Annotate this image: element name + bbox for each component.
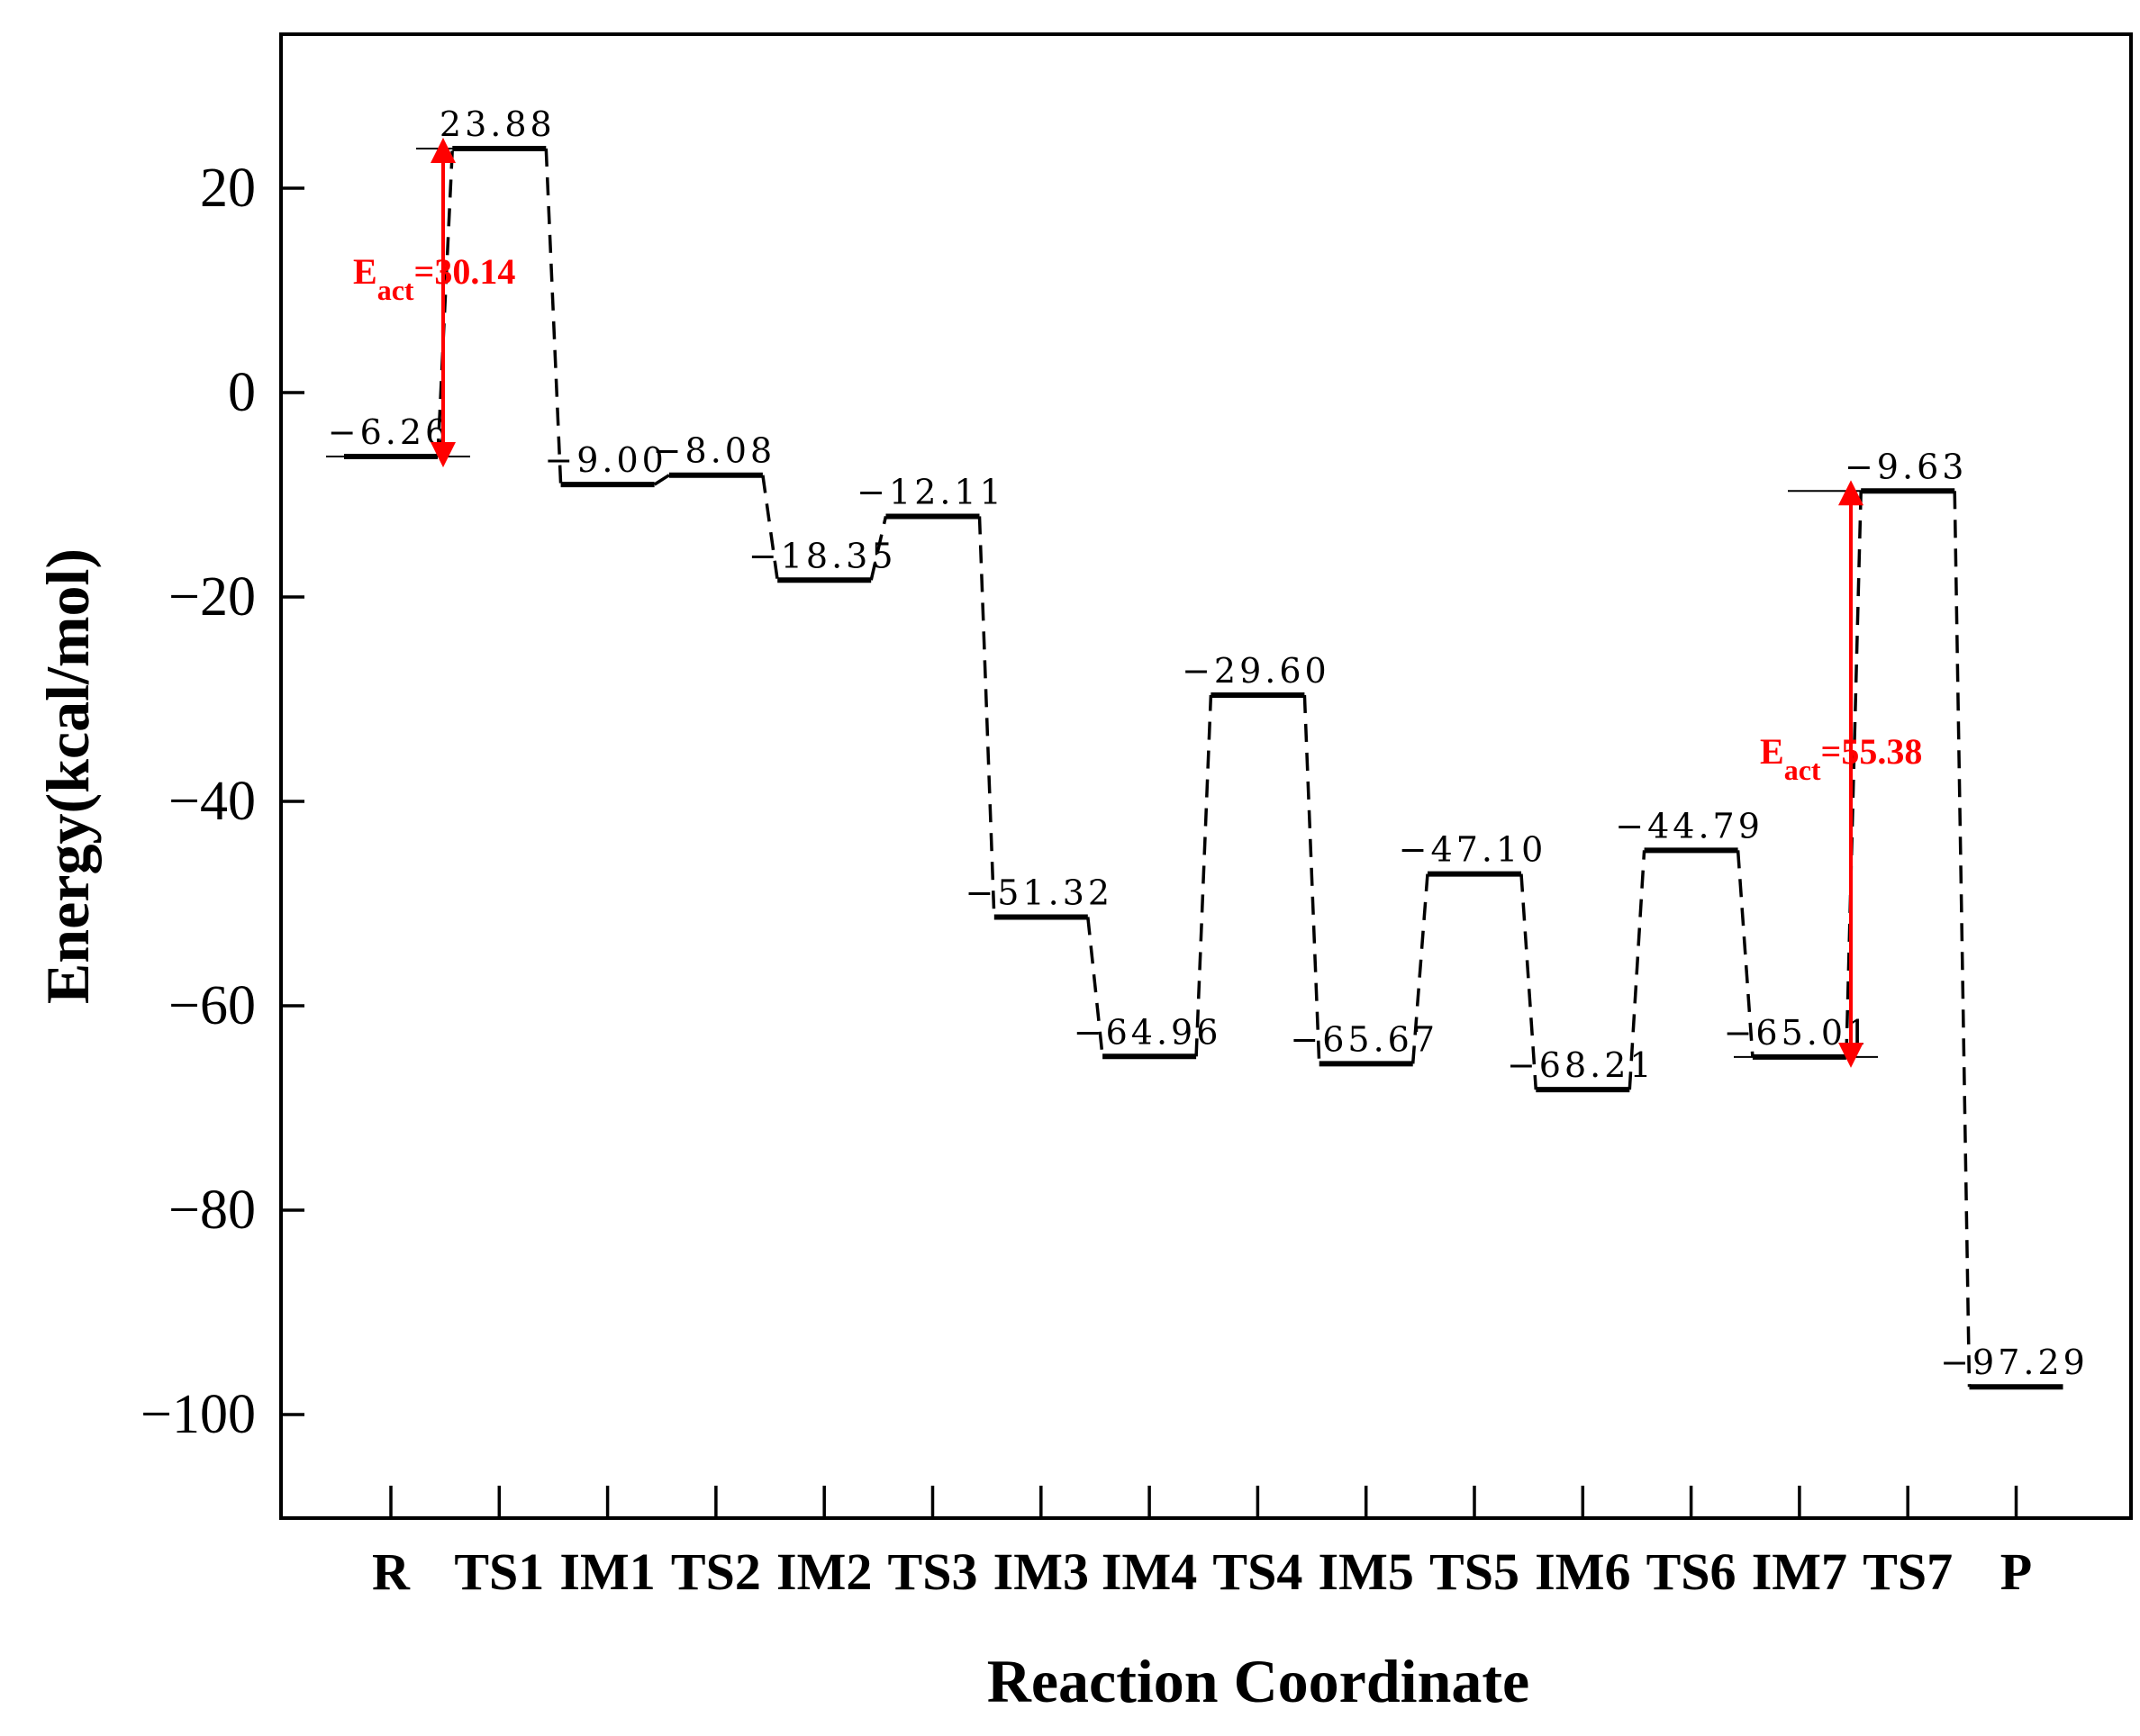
- x-tick-label: IM7: [1752, 1542, 1847, 1601]
- activation-annotations: Eact=30.14 Eact=55.38: [326, 137, 1922, 1068]
- energy-value-label: −8.08: [653, 431, 775, 471]
- x-tick-label: IM2: [776, 1542, 872, 1601]
- plot-frame: [279, 32, 2133, 1520]
- connector-line: [1736, 850, 1755, 1057]
- energy-value-label: −47.10: [1399, 830, 1547, 870]
- x-axis: R TS1 IM1 TS2 IM2 TS3 IM3 IM4 TS4 IM5 TS5 IM6 TS6 IM7…: [372, 1486, 2032, 1601]
- y-tick-label: 0: [228, 362, 256, 423]
- energy-value-label: −18.35: [748, 536, 897, 575]
- x-tick-label: TS2: [671, 1542, 761, 1601]
- x-tick-label: IM5: [1319, 1542, 1414, 1601]
- activation-energy-label: Eact=55.38: [1760, 731, 1922, 786]
- connector-line: [436, 148, 455, 457]
- energy-value-label: −29.60: [1182, 651, 1330, 691]
- connector-line: [544, 148, 563, 485]
- energy-value-label: −97.29: [1940, 1343, 2089, 1382]
- energy-value-label: −65.67: [1290, 1019, 1438, 1059]
- connector-line: [1845, 491, 1863, 1057]
- y-tick-label: −60: [168, 975, 256, 1036]
- y-tick-label: −80: [168, 1180, 256, 1241]
- connector-line: [1086, 917, 1104, 1057]
- x-tick-label: IM4: [1102, 1542, 1197, 1601]
- connector-line: [977, 516, 996, 918]
- connector-line: [1953, 491, 1972, 1388]
- y-tick-label: 20: [200, 158, 256, 219]
- x-tick-label: TS3: [888, 1542, 978, 1601]
- connector-line: [1628, 850, 1646, 1090]
- connector-lines: [436, 148, 1972, 1388]
- connector-line: [1194, 694, 1213, 1057]
- x-tick-label: TS6: [1646, 1542, 1736, 1601]
- y-axis: 20 0 −20 −40 −60 −80 −100: [141, 158, 304, 1445]
- x-tick-label: R: [372, 1542, 411, 1601]
- y-tick-label: −40: [168, 771, 256, 832]
- y-axis-title: Energy(kcal/mol): [33, 548, 102, 1004]
- connector-line: [761, 475, 779, 581]
- x-tick-label: IM6: [1535, 1542, 1630, 1601]
- x-axis-title: Reaction Coordinate: [987, 1647, 1529, 1715]
- connector-line: [1302, 694, 1321, 1064]
- connector-line: [869, 516, 888, 581]
- energy-value-label: −12.11: [857, 472, 1005, 511]
- activation-energy-label: Eact=30.14: [353, 251, 515, 306]
- x-tick-label: TS1: [454, 1542, 544, 1601]
- energy-value-label: −9.00: [544, 440, 666, 480]
- x-tick-label: TS5: [1429, 1542, 1519, 1601]
- energy-value-label: −68.21: [1507, 1045, 1655, 1085]
- energy-value-label: −51.32: [965, 873, 1113, 912]
- connector-line: [653, 474, 670, 486]
- energy-value-label: −6.26: [328, 412, 450, 452]
- x-tick-label: P: [2000, 1542, 2032, 1601]
- energy-value-label: −44.79: [1615, 806, 1764, 845]
- connector-line: [1410, 873, 1429, 1064]
- x-tick-label: TS4: [1212, 1542, 1302, 1601]
- x-tick-label: IM3: [993, 1542, 1089, 1601]
- connector-line: [1519, 873, 1538, 1090]
- y-tick-label: −20: [168, 566, 256, 628]
- energy-value-label: −9.63: [1845, 447, 1967, 486]
- energy-value-label: 23.88: [440, 104, 556, 144]
- energy-value-labels: −6.26 23.88 −9.00−8.08 −18.35 −12.11 −51.32 −6…: [328, 104, 2089, 1382]
- energy-value-label: −64.96: [1074, 1012, 1222, 1052]
- x-tick-label: IM1: [559, 1542, 655, 1601]
- x-tick-label: TS7: [1863, 1542, 1953, 1601]
- y-tick-label: −100: [141, 1384, 256, 1445]
